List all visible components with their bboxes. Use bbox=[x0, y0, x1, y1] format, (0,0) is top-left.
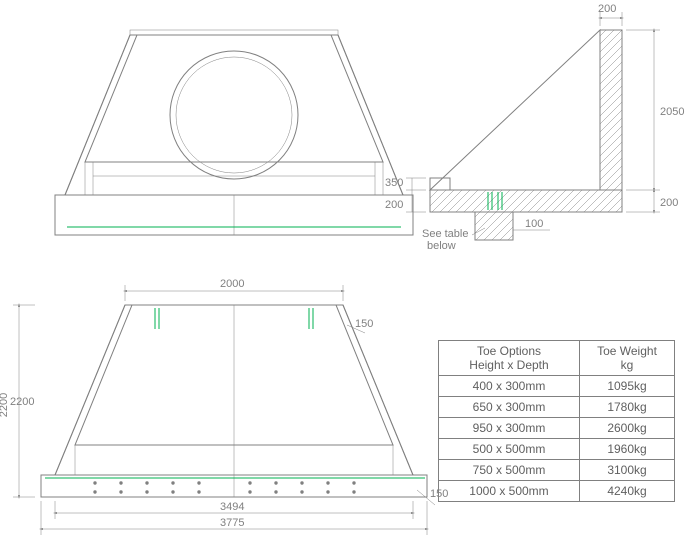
dim-section-350: 350 bbox=[385, 177, 403, 189]
table-row: 950 x 300mm2600kg bbox=[439, 418, 675, 439]
dim-plan-left: 2200 bbox=[0, 393, 10, 417]
table-row: 400 x 300mm1095kg bbox=[439, 376, 675, 397]
front-elevation bbox=[55, 30, 413, 235]
dim-plan-3775: 3775 bbox=[220, 517, 244, 529]
table-row: 500 x 500mm1960kg bbox=[439, 439, 675, 460]
dim-section-200b: 200 bbox=[660, 197, 678, 209]
dim-section-100: 100 bbox=[525, 218, 543, 230]
th-1-l2: kg bbox=[621, 358, 634, 372]
table-row: 750 x 500mm3100kg bbox=[439, 460, 675, 481]
plan-view: 2000 2200 3494 3775 150 150 bbox=[0, 278, 448, 535]
dim-section-200: 200 bbox=[385, 199, 403, 211]
dim-plan-2200: 2200 bbox=[10, 396, 34, 408]
dim-plan-top: 2000 bbox=[220, 278, 244, 290]
toe-options-table: Toe OptionsHeight x Depth Toe Weightkg 4… bbox=[438, 340, 675, 502]
dim-plan-150a: 150 bbox=[355, 318, 373, 330]
th-1-l1: Toe Weight bbox=[597, 344, 657, 358]
table-row: 1000 x 500mm4240kg bbox=[439, 481, 675, 502]
plan-dots bbox=[93, 481, 355, 493]
table-body: 400 x 300mm1095kg650 x 300mm1780kg950 x … bbox=[439, 376, 675, 502]
dim-plan-3494: 3494 bbox=[220, 501, 244, 513]
note-l1: See table bbox=[422, 228, 468, 240]
section-view: 200 2050 200 350 200 100 See table below bbox=[385, 3, 684, 252]
table-row: 650 x 300mm1780kg bbox=[439, 397, 675, 418]
th-0-l1: Toe Options bbox=[477, 344, 541, 358]
dim-section-2050: 2050 bbox=[660, 106, 684, 118]
th-0-l2: Height x Depth bbox=[469, 358, 548, 372]
dim-section-top: 200 bbox=[598, 3, 616, 15]
note-l2: below bbox=[427, 240, 456, 252]
